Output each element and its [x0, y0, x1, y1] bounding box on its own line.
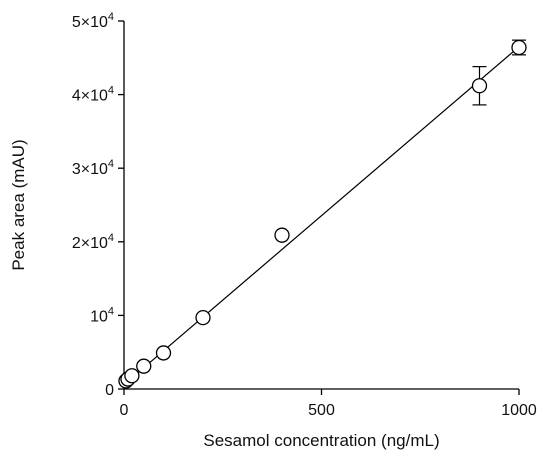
y-tick-mantissa: 5×10 — [72, 14, 108, 31]
y-tick-mantissa: 2×10 — [72, 235, 108, 252]
x-tick-label: 0 — [120, 402, 129, 419]
y-tick-label: 4×104 — [72, 85, 114, 105]
y-tick-exponent: 4 — [108, 232, 114, 244]
y-tick-label: 104 — [90, 305, 114, 325]
y-tick-exponent: 4 — [108, 158, 114, 170]
y-tick-mantissa: 0 — [105, 382, 114, 399]
y-tick-label: 3×104 — [72, 158, 114, 178]
data-point — [471, 78, 488, 94]
y-tick-label: 0 — [105, 382, 114, 399]
y-axis-title: Peak area (mAU) — [9, 139, 28, 270]
y-tick-exponent: 4 — [108, 305, 114, 317]
data-point — [511, 39, 527, 56]
data-point — [124, 368, 140, 384]
y-tick-exponent: 4 — [108, 85, 114, 97]
y-tick-mantissa: 3×10 — [72, 161, 108, 178]
data-point — [136, 358, 152, 374]
x-tick-label: 500 — [308, 402, 335, 419]
fit-line-group — [123, 46, 520, 386]
data-point — [274, 227, 290, 243]
x-axis-title: Sesamol concentration (ng/mL) — [203, 431, 439, 450]
fit-line — [123, 46, 520, 386]
y-tick-label: 2×104 — [72, 232, 114, 252]
data-point — [195, 309, 211, 326]
y-tick-mantissa: 10 — [90, 308, 108, 325]
y-tick-exponent: 4 — [108, 11, 114, 23]
x-tick-label: 1000 — [501, 402, 537, 419]
data-points — [118, 39, 527, 389]
data-point — [155, 345, 172, 361]
x-ticks: 0 500 1000 — [120, 389, 537, 419]
y-tick-label: 5×104 — [72, 11, 114, 31]
y-tick-mantissa: 4×10 — [72, 88, 108, 105]
